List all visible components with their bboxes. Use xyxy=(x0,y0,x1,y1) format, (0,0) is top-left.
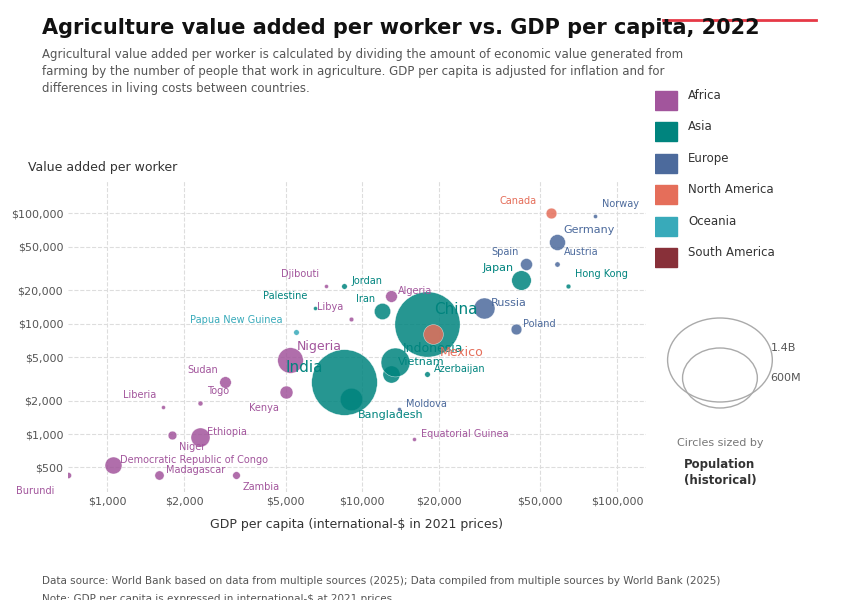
Text: Niger: Niger xyxy=(179,442,206,452)
Point xyxy=(230,470,243,479)
Point xyxy=(279,388,292,397)
Point xyxy=(421,319,434,329)
Point xyxy=(561,281,575,291)
Text: Poland: Poland xyxy=(523,319,555,329)
Text: Algeria: Algeria xyxy=(398,286,433,296)
Text: Iran: Iran xyxy=(356,294,376,304)
Text: Russia: Russia xyxy=(490,298,527,308)
Point xyxy=(588,211,602,221)
Text: Indonesia: Indonesia xyxy=(402,342,463,355)
Point xyxy=(218,377,232,386)
Text: Kenya: Kenya xyxy=(249,403,279,413)
Point xyxy=(407,434,421,444)
Point xyxy=(61,470,75,479)
Point xyxy=(384,370,398,379)
Text: Canada: Canada xyxy=(500,196,537,206)
Text: Agricultural value added per worker is calculated by dividing the amount of econ: Agricultural value added per worker is c… xyxy=(42,48,683,95)
Text: Bangladesh: Bangladesh xyxy=(358,410,423,420)
Point xyxy=(388,357,402,367)
Point xyxy=(550,237,564,247)
Text: Zambia: Zambia xyxy=(243,482,280,491)
Text: Equatorial Guinea: Equatorial Guinea xyxy=(421,429,509,439)
Text: Papua New Guinea: Papua New Guinea xyxy=(190,314,282,325)
Bar xyxy=(654,248,677,267)
Text: Moldova: Moldova xyxy=(406,399,447,409)
Bar xyxy=(654,154,677,173)
Point xyxy=(319,281,332,291)
Text: Our World: Our World xyxy=(708,31,771,41)
Point xyxy=(156,403,170,412)
Text: Population
(historical): Population (historical) xyxy=(683,458,756,487)
X-axis label: GDP per capita (international-$ in 2021 prices): GDP per capita (international-$ in 2021 … xyxy=(211,518,503,531)
Point xyxy=(289,327,303,337)
Point xyxy=(343,394,357,403)
Point xyxy=(166,430,179,440)
Text: Jordan: Jordan xyxy=(351,276,382,286)
Text: Norway: Norway xyxy=(602,199,639,209)
Text: India: India xyxy=(286,359,323,374)
Point xyxy=(153,470,167,479)
Bar xyxy=(654,122,677,141)
Point xyxy=(376,307,389,316)
Text: North America: North America xyxy=(688,184,774,196)
Point xyxy=(193,432,207,442)
Text: Asia: Asia xyxy=(688,121,713,133)
Point xyxy=(550,259,564,268)
Point xyxy=(283,355,297,365)
Point xyxy=(427,329,440,339)
Text: Djibouti: Djibouti xyxy=(280,269,319,279)
Text: Hong Kong: Hong Kong xyxy=(575,269,627,279)
Bar xyxy=(654,91,677,109)
Text: 600M: 600M xyxy=(770,373,801,383)
Point xyxy=(519,259,533,268)
Point xyxy=(106,460,120,469)
Text: Value added per worker: Value added per worker xyxy=(27,161,177,174)
Text: Togo: Togo xyxy=(207,386,229,397)
Text: Germany: Germany xyxy=(564,225,615,235)
Point xyxy=(421,370,434,379)
Bar xyxy=(654,217,677,235)
Text: South America: South America xyxy=(688,247,775,259)
Point xyxy=(384,291,398,301)
Text: Oceania: Oceania xyxy=(688,215,736,228)
Text: Circles sized by: Circles sized by xyxy=(677,437,763,448)
Text: Austria: Austria xyxy=(564,247,598,257)
Point xyxy=(477,303,490,313)
Point xyxy=(308,303,321,313)
Text: Vietnam: Vietnam xyxy=(398,357,445,367)
Text: Agriculture value added per worker vs. GDP per capita, 2022: Agriculture value added per worker vs. G… xyxy=(42,18,760,38)
Text: Azerbaijan: Azerbaijan xyxy=(434,364,486,374)
Point xyxy=(193,398,207,408)
Point xyxy=(393,404,406,413)
Text: Sudan: Sudan xyxy=(188,365,218,374)
Point xyxy=(337,281,351,291)
Text: Burundi: Burundi xyxy=(16,486,54,496)
Point xyxy=(514,275,528,284)
Text: Madagascar: Madagascar xyxy=(167,465,225,475)
Text: Ethiopia: Ethiopia xyxy=(207,427,246,437)
Text: Palestine: Palestine xyxy=(264,290,308,301)
Text: Africa: Africa xyxy=(688,89,722,102)
Text: Japan: Japan xyxy=(483,263,514,273)
Text: in Data: in Data xyxy=(717,53,762,63)
Text: Europe: Europe xyxy=(688,152,729,165)
Text: Liberia: Liberia xyxy=(122,391,156,400)
Text: Note: GDP per capita is expressed in international-$ at 2021 prices.
OurWorldInD: Note: GDP per capita is expressed in int… xyxy=(42,594,396,600)
Bar xyxy=(654,185,677,204)
Text: Nigeria: Nigeria xyxy=(297,340,342,353)
Point xyxy=(337,377,351,386)
Point xyxy=(544,208,558,218)
Point xyxy=(343,314,357,324)
Text: Spain: Spain xyxy=(492,247,519,257)
Text: Data source: World Bank based on data from multiple sources (2025); Data compile: Data source: World Bank based on data fr… xyxy=(42,576,721,586)
Text: Libya: Libya xyxy=(317,302,343,312)
Text: Democratic Republic of Congo: Democratic Republic of Congo xyxy=(120,455,268,464)
Point xyxy=(509,324,523,334)
Text: 1.4B: 1.4B xyxy=(770,343,796,353)
Text: Mexico: Mexico xyxy=(440,346,484,359)
Text: China: China xyxy=(434,302,478,317)
